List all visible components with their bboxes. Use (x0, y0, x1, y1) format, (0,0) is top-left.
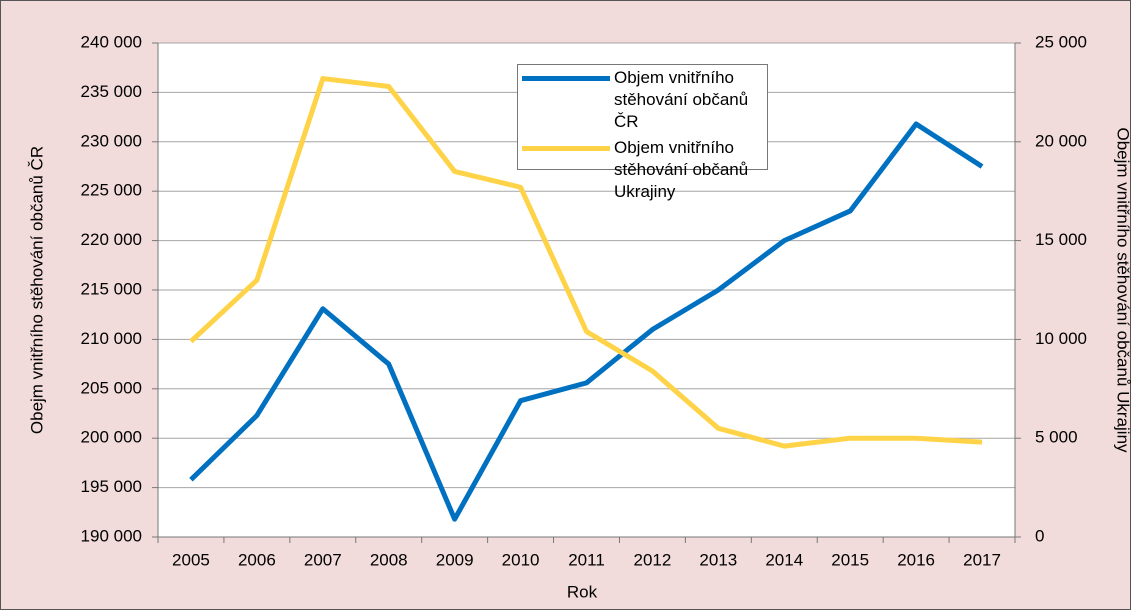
x-tick-label: 2016 (897, 550, 935, 569)
series-line (189, 76, 983, 449)
x-tick-label: 2017 (963, 550, 1001, 569)
y-tick-label: 230 000 (81, 131, 142, 150)
y2-axis-title: Obejm vnitřního stěhování občanů Ukrajin… (1114, 127, 1131, 453)
y-tick-label: 205 000 (81, 378, 142, 397)
x-tick-label: 2015 (831, 550, 869, 569)
y2-tick-label: 25 000 (1035, 32, 1087, 51)
y-tick-label: 215 000 (81, 279, 142, 298)
y-axis-title: Obejm vnitřního stěhování občanů ČR (27, 146, 46, 434)
x-tick-label: 2013 (699, 550, 737, 569)
y2-tick-label: 0 (1035, 526, 1044, 545)
x-tick-label: 2011 (568, 550, 605, 569)
x-tick-label: 2014 (765, 550, 803, 569)
y-tick-label: 210 000 (81, 329, 142, 348)
y2-tick-label: 10 000 (1035, 329, 1087, 348)
y2-tick-label: 15 000 (1035, 230, 1087, 249)
legend-item: Objem vnitřního stěhování občanů Ukrajin… (522, 137, 763, 203)
x-tick-label: 2005 (172, 550, 210, 569)
x-tick-label: 2010 (502, 550, 540, 569)
y-tick-label: 190 000 (81, 526, 142, 545)
y-tick-label: 240 000 (81, 32, 142, 51)
x-tick-label: 2012 (634, 550, 672, 569)
y-tick-label: 200 000 (81, 428, 142, 447)
series-line (189, 121, 984, 522)
y-tick-label: 225 000 (81, 181, 142, 200)
x-axis-title: Rok (567, 582, 598, 601)
legend-label: Objem vnitřního stěhování občanů Ukrajin… (614, 138, 749, 201)
legend-swatch (522, 146, 610, 151)
y-tick-label: 235 000 (81, 82, 142, 101)
legend: Objem vnitřního stěhování občanů ČR Objem… (517, 64, 768, 201)
legend-label: Objem vnitřního stěhování občanů ČR (614, 68, 749, 131)
legend-swatch (522, 76, 610, 81)
y-tick-label: 220 000 (81, 230, 142, 249)
x-tick-label: 2009 (436, 550, 474, 569)
legend-item: Objem vnitřního stěhování občanů ČR (522, 67, 763, 133)
y2-tick-label: 20 000 (1035, 131, 1087, 150)
y-tick-label: 195 000 (81, 477, 142, 496)
x-tick-label: 2006 (238, 550, 276, 569)
x-tick-label: 2008 (370, 550, 408, 569)
x-tick-label: 2007 (304, 550, 342, 569)
y2-tick-label: 5 000 (1035, 428, 1078, 447)
